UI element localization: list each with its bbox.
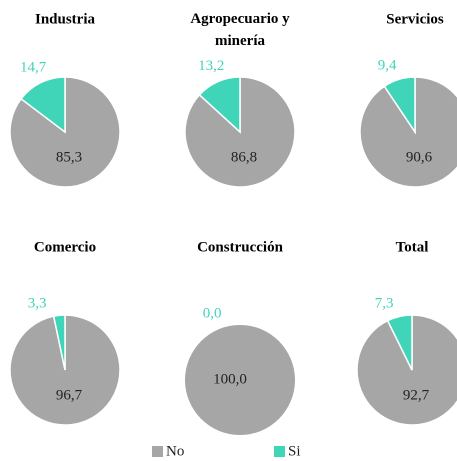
data-label: 92,7 <box>403 387 430 403</box>
data-label: 100,0 <box>213 371 247 387</box>
data-label: 96,7 <box>56 387 83 403</box>
pie-slice <box>185 325 295 435</box>
pie-slice <box>20 76 66 134</box>
chart-title: Agropecuario y minería <box>190 11 290 49</box>
legend-label: No <box>166 443 184 459</box>
pie-slice <box>356 314 457 426</box>
legend-swatch <box>274 446 285 457</box>
title-line: minería <box>215 33 265 49</box>
data-label: 3,3 <box>28 296 47 312</box>
chart-title: Total <box>396 239 429 255</box>
pie-slice <box>386 314 413 371</box>
chart-title: Servicios <box>386 11 444 27</box>
chart-title: Comercio <box>34 239 96 255</box>
data-label: 85,3 <box>56 149 82 165</box>
data-label: 14,7 <box>20 59 47 75</box>
data-label: 90,6 <box>406 149 433 165</box>
legend-swatch <box>152 446 163 457</box>
data-label: 7,3 <box>375 296 394 312</box>
pie-slice <box>52 314 66 371</box>
chart-title: Construcción <box>197 239 283 255</box>
chart-title: Industria <box>35 11 96 27</box>
pie-slice <box>198 76 241 134</box>
pie-slice <box>383 76 416 135</box>
data-label: 86,8 <box>231 149 257 165</box>
data-label: 9,4 <box>378 58 397 74</box>
data-label: 13,2 <box>198 58 224 74</box>
legend-label: Si <box>288 443 301 459</box>
pie-slice <box>359 76 457 188</box>
title-line: Agropecuario y <box>190 11 290 27</box>
data-label: 0,0 <box>203 306 222 322</box>
